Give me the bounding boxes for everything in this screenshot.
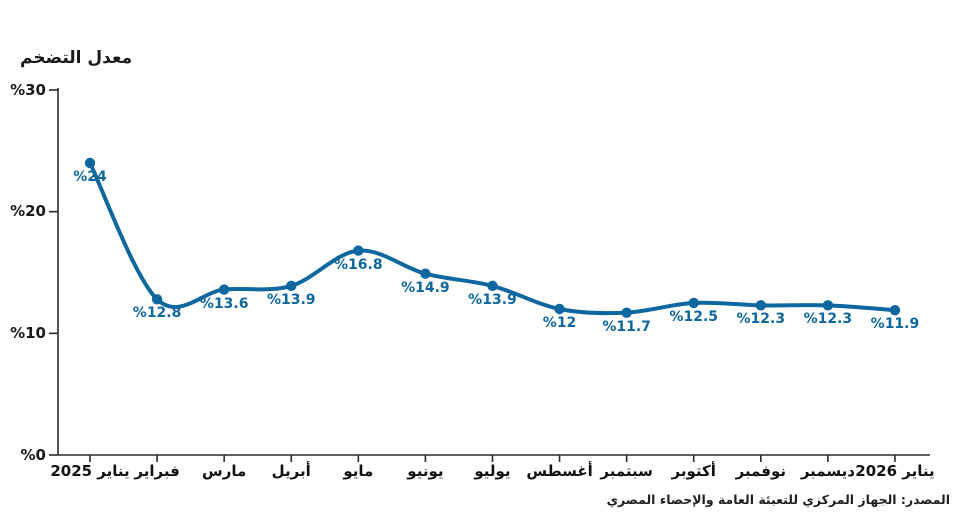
data-point-label: %12 (542, 315, 577, 331)
data-point-label: %12.3 (803, 311, 853, 328)
x-tick-label: نوفمبر (735, 462, 786, 480)
data-point (420, 268, 431, 279)
x-tick-label: أغسطس (526, 462, 593, 480)
data-point (84, 157, 96, 169)
y-tick-label: %20 (10, 202, 46, 221)
data-point-label: %11.9 (870, 316, 920, 333)
data-point (688, 297, 699, 309)
data-point (755, 300, 766, 311)
data-point-label: %13.6 (199, 295, 249, 312)
x-tick-label: يناير 2025 (50, 462, 130, 480)
x-tick-label: أبريل (271, 462, 311, 480)
x-tick-label: يونيو (407, 462, 444, 480)
x-tick-label: يناير 2026 (855, 462, 935, 480)
data-point-label: %14.9 (401, 279, 450, 296)
y-tick-label: %30 (10, 80, 46, 99)
data-point (353, 245, 364, 256)
y-tick-label: %0 (20, 445, 46, 464)
data-point-label: %16.8 (334, 256, 383, 273)
data-point (151, 294, 163, 305)
data-point (822, 300, 834, 311)
source-note: المصدر: الجهاز المركزي للتعبئة العامة وا… (606, 492, 950, 507)
data-point-label: %12.8 (132, 305, 182, 322)
chart-title: معدل التضخم (20, 48, 133, 68)
x-tick-label: فبراير (134, 462, 180, 480)
data-point-label: %12.5 (669, 308, 719, 325)
x-tick-label: مايو (343, 462, 374, 480)
data-point-label: %11.7 (602, 318, 651, 335)
data-point-label: %12.3 (736, 311, 786, 328)
data-point (621, 307, 632, 318)
x-tick-label: ديسمبر (800, 462, 855, 480)
data-point (889, 305, 901, 316)
x-tick-label: يوليو (474, 462, 511, 480)
x-tick-label: مارس (202, 462, 247, 480)
data-point-label: %13.9 (468, 291, 517, 308)
x-tick-label: سبتمبر (600, 462, 653, 480)
data-point (286, 280, 297, 292)
y-tick-label: %10 (10, 323, 46, 342)
x-tick-label: أكتوبر (671, 462, 716, 480)
data-point (218, 284, 230, 295)
data-point (487, 280, 498, 292)
data-point (554, 303, 565, 315)
data-point-label: %13.9 (266, 291, 316, 308)
